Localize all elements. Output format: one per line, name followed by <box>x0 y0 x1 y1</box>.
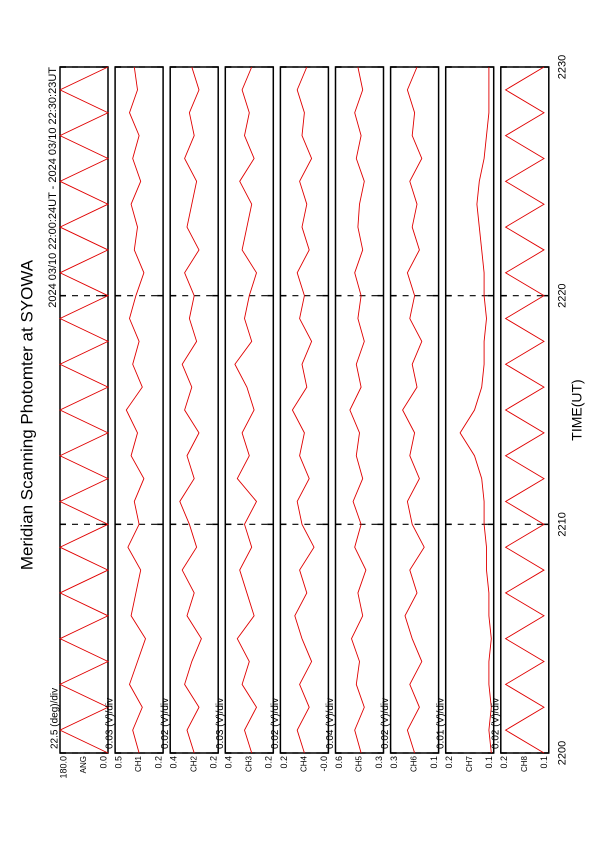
y-tick-label: 0.5 <box>113 756 123 769</box>
y-axis-label: CH8 <box>520 755 529 772</box>
data-line <box>402 66 425 754</box>
scale-label: 0.03 (V)/div <box>105 698 116 749</box>
panel-frame <box>279 66 330 754</box>
scale-label: 0.02 (V)/div <box>270 698 281 749</box>
y-tick-label: 0.4 <box>224 756 234 769</box>
chart-subtitle: 2024 03/10 22:00:24UT - 2024 03/10 22:30… <box>47 67 59 308</box>
panel-frame <box>169 66 219 754</box>
y-axis-label: CH1 <box>134 755 143 772</box>
x-tick-label: 2210 <box>557 512 569 536</box>
scale-label: 0.03 (V)/div <box>215 698 226 749</box>
y-tick-label: 180.0 <box>58 756 68 779</box>
y-tick-label: 0.1 <box>539 756 549 769</box>
scale-label: 0.02 (V)/div <box>380 698 391 749</box>
y-tick-label: 0.2 <box>153 756 163 769</box>
x-axis-label: TIME(UT) <box>569 379 585 440</box>
y-tick-label: 0.2 <box>499 756 509 769</box>
y-tick-label: 0.1 <box>484 756 494 769</box>
y-axis-label: CH3 <box>244 755 253 772</box>
data-line <box>125 66 146 754</box>
scale-label: 22.5 (deg)/div <box>50 688 61 749</box>
y-tick-label: -0.0 <box>319 756 329 772</box>
x-tick-label: 2230 <box>557 55 569 79</box>
y-axis-label: CH5 <box>355 755 364 772</box>
y-tick-label: 0.2 <box>444 756 454 769</box>
data-line <box>291 66 315 754</box>
x-tick-label: 2220 <box>557 283 569 307</box>
y-axis-label: CH2 <box>189 755 198 772</box>
data-line <box>58 66 110 754</box>
y-tick-label: 0.3 <box>389 756 399 769</box>
y-axis-label: CH7 <box>465 755 474 772</box>
panel-frame <box>224 66 275 754</box>
scale-label: 0.02 (V)/div <box>490 698 501 749</box>
chart-title: Meridian Scanning Photomter at SYOWA <box>17 259 36 570</box>
x-tick-label: 2200 <box>557 741 569 765</box>
scale-label: 0.04 (V)/div <box>325 698 336 749</box>
y-tick-label: 0.4 <box>169 756 179 769</box>
y-tick-label: 0.2 <box>264 756 274 769</box>
y-tick-label: 0.2 <box>279 756 289 769</box>
y-axis-label: CH4 <box>300 755 309 772</box>
y-axis-label: CH6 <box>410 755 419 772</box>
y-tick-label: 0.0 <box>98 756 108 769</box>
y-tick-label: 0.1 <box>429 756 439 769</box>
scale-label: 0.02 (V)/div <box>160 698 171 749</box>
data-line <box>504 66 545 754</box>
y-tick-label: 0.2 <box>209 756 219 769</box>
data-line <box>234 66 258 754</box>
y-tick-label: 0.3 <box>374 756 384 769</box>
data-line <box>349 66 367 754</box>
y-axis-label: ANG <box>79 756 88 773</box>
panel-frame <box>334 66 385 754</box>
panel-frame <box>114 66 164 754</box>
rotated-chart: Meridian Scanning Photomter at SYOWA 202… <box>17 55 584 779</box>
panel-frame <box>444 66 495 754</box>
data-line <box>179 66 202 754</box>
panel-frame <box>389 66 440 754</box>
y-tick-label: 0.6 <box>334 756 344 769</box>
data-line <box>459 67 492 754</box>
scale-label: 0.01 (V)/div <box>435 698 446 749</box>
